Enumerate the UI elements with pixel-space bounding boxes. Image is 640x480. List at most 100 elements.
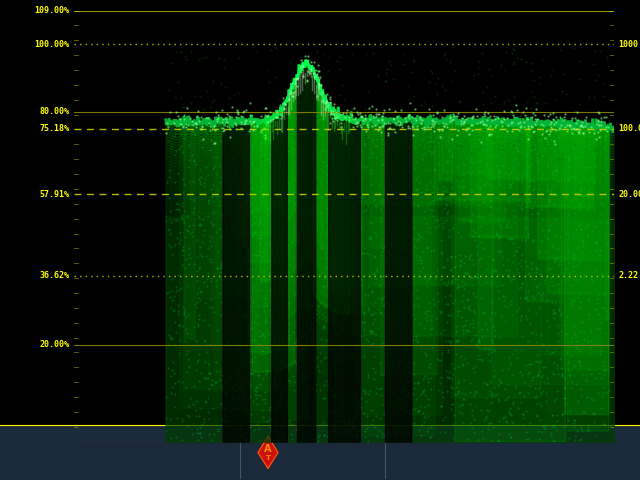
Point [584,427,594,435]
Point [293,234,303,241]
Point [336,293,346,301]
Point [412,185,422,193]
Point [550,95,561,103]
Point [532,159,542,167]
Point [540,276,550,284]
Point [194,264,204,272]
Point [236,414,246,421]
Point [498,145,508,153]
Point [325,223,335,230]
Point [422,138,433,146]
Point [269,154,279,161]
Point [372,294,383,301]
Point [531,153,541,160]
Point [177,243,188,251]
Point [409,153,419,160]
Point [531,149,541,157]
Point [365,235,375,243]
Point [330,422,340,430]
Point [508,141,518,149]
Point [196,288,206,296]
Point [426,129,436,137]
Point [576,225,586,233]
Point [191,303,201,311]
Point [196,221,206,228]
Point [269,190,280,197]
Point [447,278,457,286]
Point [569,44,579,51]
Point [235,324,245,331]
Point [273,146,284,154]
Point [244,117,255,125]
Point [521,151,531,159]
Point [547,123,557,131]
Point [226,268,236,276]
Point [366,127,376,134]
Point [502,127,513,135]
Point [500,127,510,134]
Point [387,161,397,168]
Point [328,122,338,130]
Point [255,187,265,195]
Point [518,378,529,385]
Point [598,362,609,370]
Point [303,138,314,145]
Point [244,203,254,211]
Point [411,332,421,339]
Point [292,217,303,225]
Point [570,115,580,122]
Point [282,113,292,120]
Point [180,114,191,121]
Point [204,322,214,329]
Point [404,156,415,164]
Point [522,115,532,123]
Point [584,93,594,100]
Point [232,113,243,120]
Point [440,121,450,129]
Point [546,187,556,195]
Point [216,400,227,408]
Point [353,148,364,156]
Point [531,309,541,316]
Point [398,148,408,156]
Point [304,211,314,218]
Point [239,192,249,200]
Point [218,404,228,412]
Point [528,120,538,127]
Point [344,418,355,425]
Point [507,108,517,116]
Point [361,127,371,135]
Point [374,189,384,196]
Point [468,260,478,268]
Point [398,280,408,288]
Point [539,423,549,431]
Point [280,133,291,141]
Point [399,269,409,276]
Point [529,111,540,119]
Point [280,360,291,368]
Point [175,228,185,236]
Point [432,108,442,116]
Point [568,129,579,137]
Point [494,418,504,425]
Point [552,370,563,378]
Point [342,229,353,237]
Point [259,151,269,158]
Point [493,437,503,444]
Point [294,136,304,144]
Point [182,368,192,376]
Point [549,421,559,429]
Point [517,333,527,340]
Point [376,371,387,378]
Point [167,296,177,303]
Point [437,308,447,315]
Point [332,58,342,65]
Point [203,269,213,276]
Point [467,424,477,432]
Point [470,331,480,339]
Point [563,366,573,374]
Point [489,173,499,180]
Point [368,49,378,57]
Point [563,167,573,175]
Point [424,178,435,186]
